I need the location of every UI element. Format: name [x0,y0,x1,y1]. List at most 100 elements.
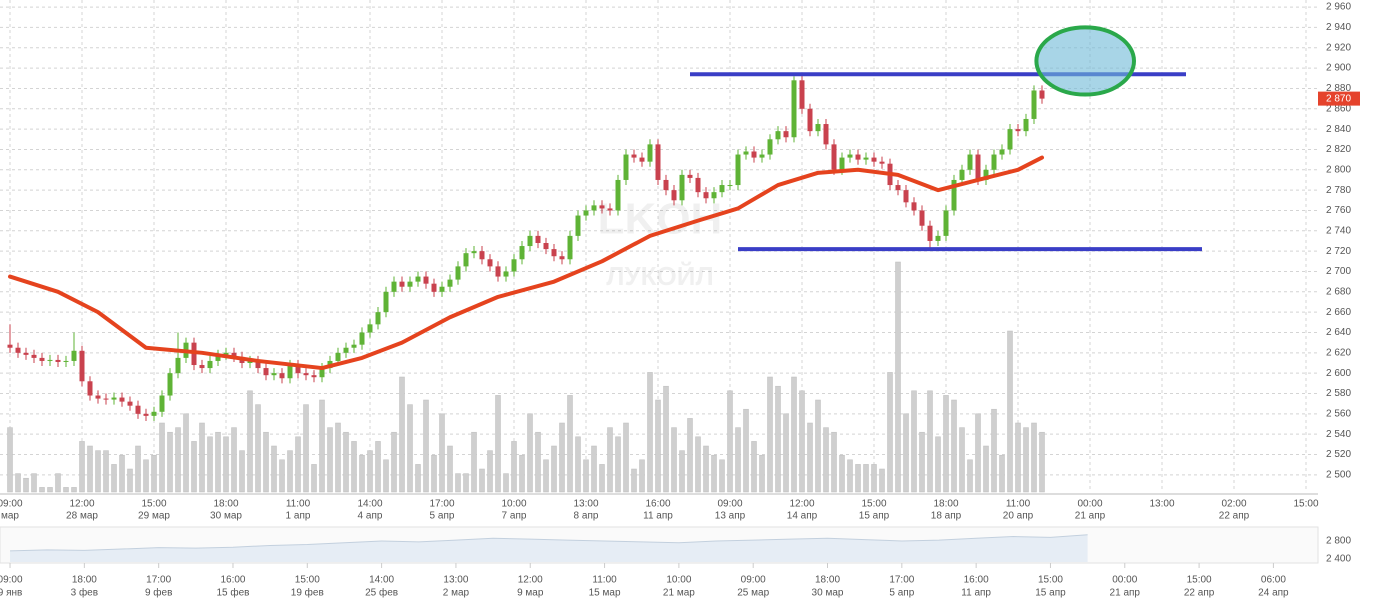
candle-body [335,352,341,361]
volume-bar [495,395,501,493]
volume-bar [151,454,157,493]
candle-body [599,205,605,209]
candle-body [111,397,117,400]
candle-body [927,225,933,241]
candle-body [383,291,389,313]
x-tick-label: 13:00 [573,499,598,510]
volume-bar [399,376,405,493]
x-tick-label: 15:00 [295,575,320,586]
volume-bar [127,468,133,493]
candle-body [967,154,973,170]
volume-bar [87,445,93,493]
y-tick-label: 2 600 [1326,368,1351,379]
x-tick-date: 24 апр [1258,588,1289,599]
volume-bar [631,468,637,493]
volume-bar [135,445,141,493]
volume-bar [215,431,221,493]
x-tick-label: 12:00 [789,499,814,510]
candle-body [1039,90,1045,99]
candle-body [135,405,141,414]
volume-bar [519,454,525,493]
candle-body [639,157,645,162]
y-tick-label: 2 760 [1326,205,1351,216]
x-tick-date: 5 апр [430,511,455,522]
volume-bar [1015,422,1021,493]
candle-body [631,154,637,158]
volume-bar [63,487,69,493]
candle-body [775,131,781,140]
volume-bar [255,404,261,493]
volume-bar [703,445,709,493]
volume-bar [279,459,285,493]
volume-bar [359,454,365,493]
x-tick-date: 7 апр [502,511,527,522]
x-tick-label: 11:00 [592,575,617,586]
volume-bar [199,422,205,493]
x-tick-date: 3 фев [71,587,98,599]
volume-bar [607,427,613,493]
candle-body [807,108,813,132]
volume-bar [935,436,941,493]
x-tick-label: 11:00 [286,499,311,510]
x-tick-date: мар [1,511,19,522]
x-tick-label: 15:00 [1293,499,1318,510]
candle-body [479,251,485,260]
x-tick-date: 11 апр [643,511,673,522]
y-tick-label: 2 820 [1326,144,1351,155]
x-tick-date: 21 апр [1075,511,1106,522]
x-tick-date: 21 мар [663,588,695,599]
candle-body [559,256,565,260]
x-tick-date: 11 апр [961,588,991,599]
candle-body [815,124,821,132]
x-tick-date: 19 фев [291,587,324,599]
volume-bar [591,445,597,493]
volume-bar [143,459,149,493]
x-tick-date: 1 апр [286,511,311,522]
volume-bar [783,413,789,493]
candle-body [623,154,629,180]
candle-body [255,360,261,369]
candle-body [159,395,165,412]
x-tick-date: 20 апр [1003,511,1034,522]
x-tick-label: 00:00 [1112,575,1137,586]
y-tick-label: 2 840 [1326,124,1351,135]
candle-body [823,124,829,145]
candle-body [719,185,725,193]
candle-body [63,360,69,362]
candle-body [703,192,709,199]
candle-body [919,210,925,226]
candle-body [671,190,677,201]
x-tick-label: 09:00 [741,575,766,586]
candle-body [127,401,133,406]
volume-bar [7,427,13,493]
volume-bar [1007,330,1013,493]
volume-bar [983,445,989,493]
y-tick-label: 2 780 [1326,185,1351,196]
candle-body [23,352,29,355]
volume-bar [167,431,173,493]
candle-body [271,373,277,376]
candle-body [903,190,909,203]
volume-bar [535,431,541,493]
candle-body [839,157,845,170]
x-tick-date: 22 апр [1219,511,1250,522]
x-tick-label: 17:00 [146,575,171,586]
y-tick-label: 2 700 [1326,266,1351,277]
x-tick-date: 5 апр [889,588,914,599]
x-tick-label: 16:00 [645,499,670,510]
candle-body [783,131,789,138]
candle-body [959,169,965,180]
volume-bar [287,450,293,493]
volume-bar [247,390,253,493]
x-tick-date: 30 мар [812,588,844,599]
candle-body [7,344,13,348]
x-tick-date: 21 апр [1110,588,1141,599]
x-tick-date: 2 мар [443,588,470,599]
area-line [10,534,1088,552]
volume-bar [647,372,653,493]
x-tick-label: 15:00 [1187,575,1212,586]
volume-bar [375,441,381,493]
candle-body [951,179,957,211]
candle-body [223,352,229,355]
